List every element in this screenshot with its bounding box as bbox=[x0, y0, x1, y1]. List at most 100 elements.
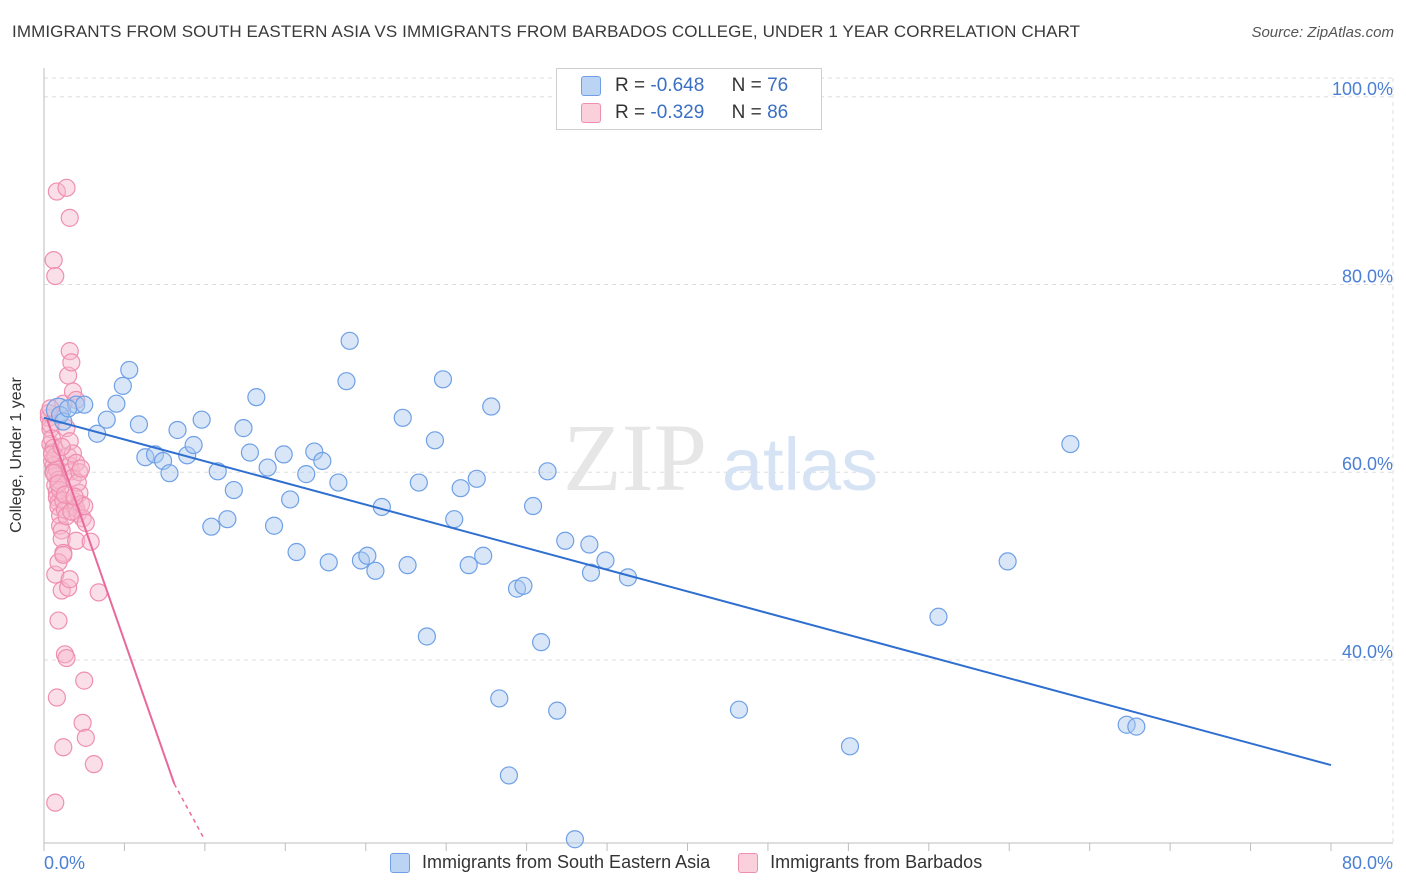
sea-point bbox=[281, 490, 300, 509]
sea-point bbox=[274, 445, 293, 464]
y-axis-label: College, Under 1 year bbox=[8, 377, 25, 533]
legend-item-sea[interactable]: Immigrants from South Eastern Asia bbox=[390, 852, 710, 873]
sea-point bbox=[998, 552, 1017, 571]
legend-item-barbados[interactable]: Immigrants from Barbados bbox=[738, 852, 982, 873]
r-label: R = bbox=[615, 102, 646, 123]
sea-point bbox=[208, 462, 227, 481]
sea-point bbox=[313, 451, 332, 471]
x-tick-label: 0.0% bbox=[44, 853, 85, 873]
barbados-point bbox=[46, 793, 65, 812]
sea-point bbox=[538, 462, 557, 481]
n-label: N = bbox=[731, 75, 762, 96]
sea-point bbox=[224, 480, 243, 500]
y-tick-label: 100.0% bbox=[1332, 79, 1393, 99]
sea-point bbox=[474, 546, 493, 565]
trend-lines bbox=[43, 416, 1332, 841]
sea-point bbox=[319, 553, 338, 572]
sea-point bbox=[482, 397, 501, 416]
sea-point bbox=[532, 633, 551, 652]
barbados-point bbox=[60, 208, 79, 227]
barbados-point bbox=[71, 495, 91, 514]
barbados-point bbox=[42, 445, 62, 464]
sea-point bbox=[160, 464, 179, 483]
sea-point bbox=[113, 376, 132, 395]
x-tick-label: 80.0% bbox=[1342, 853, 1393, 873]
y-tick-labels: 40.0% 60.0% 80.0% 100.0% bbox=[1332, 79, 1393, 662]
sea-point bbox=[75, 395, 94, 414]
sea-point bbox=[240, 443, 260, 462]
sea-point bbox=[234, 419, 253, 438]
sea-point bbox=[97, 410, 116, 429]
barbados-trend-line bbox=[46, 419, 176, 785]
sea-trend-line bbox=[43, 416, 1332, 767]
sea-point bbox=[366, 561, 385, 580]
stats-row-sea: R = -0.648 N = 76 bbox=[581, 73, 788, 99]
sea-point bbox=[580, 535, 599, 554]
barbados-point bbox=[62, 353, 81, 372]
legend-swatch-blue bbox=[390, 852, 410, 873]
sea-point bbox=[1127, 717, 1146, 736]
barbados-point bbox=[49, 611, 68, 630]
legend-swatch-blue bbox=[581, 76, 601, 96]
sea-point bbox=[840, 737, 860, 756]
sea-point bbox=[451, 479, 470, 498]
legend-label-barbados: Immigrants from Barbados bbox=[770, 852, 983, 872]
y-tick-label: 60.0% bbox=[1342, 454, 1393, 474]
y-tick-label: 80.0% bbox=[1342, 267, 1393, 287]
barbados-point bbox=[50, 506, 70, 525]
sea-point bbox=[358, 546, 377, 565]
sea-point bbox=[178, 446, 197, 465]
barbados-point bbox=[47, 688, 66, 707]
sea-point bbox=[218, 510, 237, 529]
r-value: -0.329 bbox=[650, 102, 705, 123]
barbados-point bbox=[54, 738, 73, 757]
sea-point bbox=[192, 410, 211, 429]
barbados-point bbox=[54, 545, 73, 564]
barbados-point bbox=[46, 266, 65, 286]
stats-row-barbados: R = -0.329 N = 86 bbox=[581, 100, 788, 126]
sea-point bbox=[120, 360, 139, 380]
series-sea-points bbox=[45, 331, 1146, 849]
sea-point bbox=[258, 458, 277, 477]
sea-point bbox=[398, 556, 417, 575]
stats-legend: R = -0.648 N = 76 R = -0.329 N = 86 bbox=[556, 68, 822, 130]
sea-point bbox=[445, 510, 464, 529]
n-value: 76 bbox=[767, 75, 789, 96]
sea-point bbox=[929, 607, 948, 626]
watermark-zip: ZIP bbox=[563, 404, 707, 511]
chart-title: IMMIGRANTS FROM SOUTH EASTERN ASIA VS IM… bbox=[12, 22, 1081, 41]
barbados-point bbox=[60, 342, 79, 361]
barbados-point bbox=[71, 459, 91, 478]
sea-point bbox=[247, 388, 266, 407]
source-label: Source: ZipAtlas.com bbox=[1251, 24, 1394, 41]
sea-point bbox=[202, 517, 221, 536]
series-barbados-points bbox=[39, 178, 108, 812]
n-label: N = bbox=[731, 102, 762, 123]
sea-point bbox=[514, 576, 533, 595]
sea-point bbox=[499, 766, 519, 785]
barbados-trend-extension bbox=[173, 783, 206, 841]
barbados-point bbox=[52, 529, 71, 548]
sea-point bbox=[565, 830, 584, 849]
sea-point bbox=[129, 415, 149, 434]
sea-point bbox=[329, 473, 348, 492]
sea-point bbox=[287, 542, 306, 562]
watermark-atlas: atlas bbox=[722, 423, 878, 506]
barbados-point bbox=[73, 713, 92, 732]
sea-point bbox=[433, 370, 453, 389]
barbados-point bbox=[49, 474, 68, 493]
sea-point bbox=[425, 431, 445, 450]
sea-point bbox=[729, 700, 749, 719]
sea-point bbox=[548, 701, 567, 720]
sea-point bbox=[184, 435, 203, 455]
legend-label-sea: Immigrants from South Eastern Asia bbox=[422, 852, 711, 872]
r-label: R = bbox=[615, 75, 646, 96]
barbados-point bbox=[57, 178, 76, 197]
sea-point bbox=[596, 551, 615, 570]
legend-swatch-pink bbox=[738, 852, 759, 873]
barbados-point bbox=[67, 531, 86, 550]
legend-swatch-pink bbox=[581, 103, 601, 123]
y-tick-label: 40.0% bbox=[1342, 642, 1393, 662]
sea-point bbox=[1061, 434, 1080, 454]
